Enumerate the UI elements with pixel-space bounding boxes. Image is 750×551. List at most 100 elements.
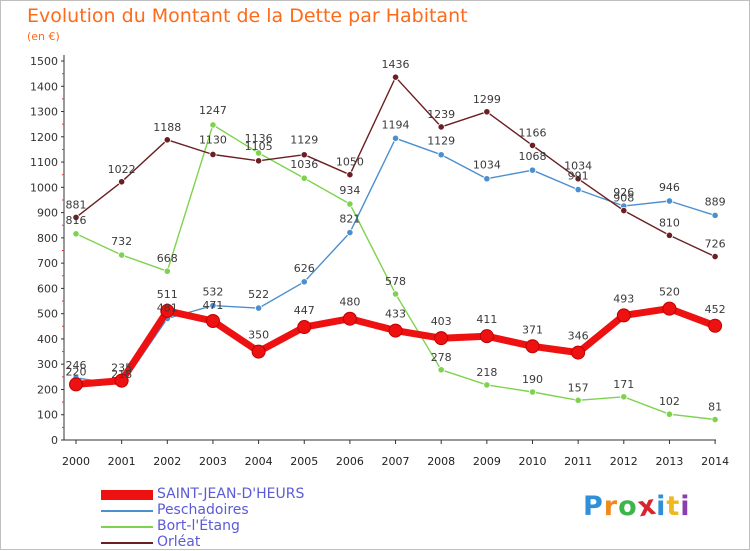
data-point: [665, 231, 674, 239]
data-label: 433: [385, 308, 406, 321]
y-tick-label: 800: [37, 232, 58, 245]
y-tick-label: 1500: [30, 55, 58, 68]
data-point: [665, 410, 674, 418]
series-line: [75, 76, 716, 258]
logo-letter: i: [656, 491, 667, 522]
data-point: [483, 381, 491, 389]
data-label: 881: [66, 198, 87, 211]
data-point: [346, 200, 354, 208]
series-2: [72, 121, 719, 424]
data-point: [118, 178, 126, 186]
data-label: 934: [339, 184, 360, 197]
data-label: 493: [613, 292, 634, 305]
data-point: [391, 290, 400, 298]
data-label: 532: [202, 286, 223, 299]
legend-label: Peschadoires: [157, 502, 249, 518]
data-label: 1105: [245, 140, 273, 153]
y-tick-label: 0: [51, 434, 58, 447]
x-tick-label: 2011: [564, 455, 592, 468]
series-0: [69, 301, 723, 392]
data-point: [163, 136, 171, 144]
data-label: 447: [294, 304, 315, 317]
data-label: 1188: [153, 121, 181, 134]
x-tick-label: 2008: [427, 455, 455, 468]
proxiti-logo: Proxiti: [583, 490, 691, 524]
data-label: 480: [339, 296, 360, 309]
data-point: [708, 318, 723, 333]
data-label: 626: [294, 262, 315, 275]
data-label: 1068: [519, 150, 547, 163]
data-point: [69, 377, 83, 392]
data-label: 732: [111, 235, 132, 248]
legend-item-bort-l-etang: Bort-l'Étang: [101, 518, 401, 535]
data-point: [574, 396, 582, 404]
data-point: [300, 174, 308, 182]
data-label: 926: [613, 186, 634, 199]
data-point: [528, 388, 537, 396]
data-label: 1129: [427, 135, 455, 148]
data-label: 371: [522, 323, 543, 336]
data-label: 1036: [290, 158, 318, 171]
y-tick-label: 300: [37, 358, 58, 371]
data-point: [434, 331, 449, 346]
x-tick-label: 2002: [153, 455, 181, 468]
data-label: 1034: [564, 160, 592, 173]
data-point: [72, 213, 80, 222]
y-tick-label: 100: [37, 409, 58, 422]
data-point: [711, 415, 719, 424]
data-label: 1299: [473, 93, 501, 106]
data-label: 411: [476, 313, 497, 326]
data-label: 102: [659, 395, 680, 408]
data-point: [346, 171, 354, 179]
x-tick-label: 2000: [62, 455, 90, 468]
chart-title: Evolution du Montant de la Dette par Hab…: [27, 5, 468, 27]
data-point: [483, 175, 491, 183]
data-point: [665, 197, 674, 205]
legend-label: Bort-l'Étang: [157, 518, 240, 534]
data-label: 81: [708, 401, 722, 414]
data-point: [391, 73, 400, 81]
data-point: [209, 150, 217, 159]
data-point: [342, 311, 357, 326]
series-line: [75, 124, 716, 421]
data-label: 346: [568, 330, 589, 343]
data-label: 218: [111, 368, 132, 381]
y-tick-label: 900: [37, 207, 58, 220]
y-tick-label: 1100: [30, 156, 58, 169]
y-tick-label: 1200: [30, 131, 58, 144]
data-label: 350: [248, 329, 269, 342]
data-point: [205, 313, 220, 328]
chart-axes: 0 100 200 300 400 500 600 700 800 900 1000 1100 1200…: [30, 55, 729, 468]
x-tick-label: 2013: [655, 455, 683, 468]
data-label: 471: [202, 299, 223, 312]
data-point: [525, 339, 540, 354]
y-tick-label: 500: [37, 308, 58, 321]
data-point: [528, 166, 537, 174]
data-label: 452: [705, 303, 726, 316]
data-label: 218: [476, 366, 497, 379]
data-label: 481: [157, 301, 178, 314]
data-label: 1050: [336, 156, 364, 169]
data-label: 889: [705, 195, 726, 208]
data-label: 726: [705, 238, 726, 251]
series-layer: [69, 73, 723, 424]
data-label: 668: [157, 252, 178, 265]
data-point: [528, 141, 537, 149]
data-point: [163, 267, 171, 275]
data-point: [255, 149, 263, 157]
data-label: 1129: [290, 134, 318, 147]
x-tick-label: 2014: [701, 455, 729, 468]
data-point: [620, 393, 628, 401]
y-tick-label: 1400: [30, 80, 58, 93]
data-label: 246: [66, 359, 87, 372]
x-tick-label: 2010: [519, 455, 547, 468]
series-3: [72, 73, 719, 261]
data-point: [616, 308, 631, 323]
legend-item-saint-jean-d-heurs: SAINT-JEAN-D'HEURS: [101, 486, 401, 503]
y-tick-label: 1000: [30, 181, 58, 194]
x-tick-label: 2005: [290, 455, 318, 468]
data-label: 235: [111, 362, 132, 375]
data-point: [391, 134, 400, 142]
chart-legend: SAINT-JEAN-D'HEURS Peschadoires Bort-l'É…: [101, 486, 401, 551]
